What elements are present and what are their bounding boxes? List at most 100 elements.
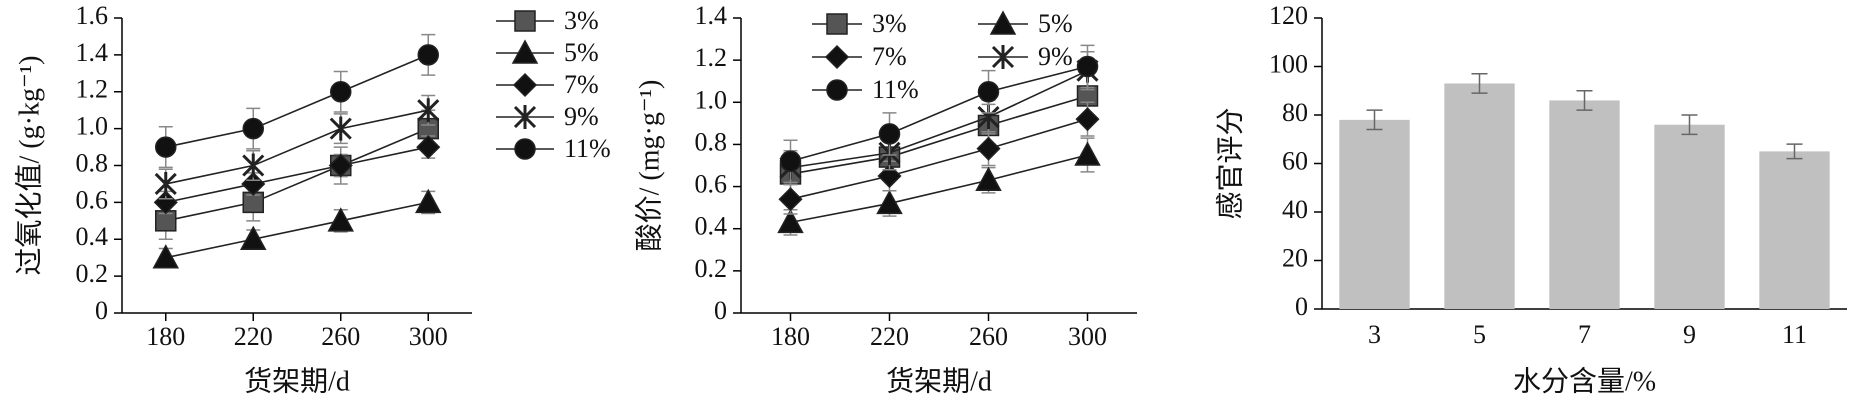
y-tick-label: 0.2 [695,254,728,283]
legend-label: 7% [872,42,907,71]
legend-label: 5% [564,38,599,67]
error-bar [1576,90,1593,111]
y-tick-label: 120 [1269,1,1308,30]
bar [1444,83,1515,309]
legend-label: 11% [564,134,611,163]
data-point [153,190,178,215]
bar [1654,124,1725,309]
y-axis-label: 过氧化值/ (g·kg⁻¹) [13,56,45,276]
legend-marker [826,13,848,35]
y-tick-label: 1.0 [695,85,728,114]
y-tick-label: 0.6 [76,185,109,214]
legend-marker [511,39,539,64]
error-bar [1366,109,1383,131]
data-point [1076,55,1099,78]
y-tick-label: 0.6 [695,170,728,199]
bar [1339,119,1410,309]
x-tick-label: 260 [969,322,1008,351]
error-bar [1681,114,1698,136]
x-axis-label: 货架期/d [244,365,350,397]
x-tick-label: 7 [1578,320,1591,349]
x-tick-label: 300 [409,322,448,351]
data-point [977,81,1000,103]
data-point [242,117,264,140]
data-point [1074,141,1101,166]
data-point [777,208,804,234]
data-point [417,98,440,123]
data-point [1075,107,1100,132]
series-line [165,146,429,204]
legend-label: 9% [564,102,599,131]
y-tick-label: 0 [714,296,727,325]
legend-label: 7% [564,70,599,99]
data-point [417,44,439,66]
y-axis-label: 感官评分 [1214,107,1246,219]
data-point [975,166,1002,191]
series-line [165,54,429,148]
data-point [327,207,355,232]
y-tick-label: 1.6 [76,1,109,30]
y-tick-label: 0.8 [695,127,728,156]
data-point [152,244,180,269]
x-tick-label: 5 [1473,320,1486,349]
x-tick-label: 220 [234,322,273,351]
y-tick-label: 0 [95,296,108,325]
legend-marker [513,105,537,129]
data-point [241,171,266,196]
x-tick-label: 180 [771,322,810,351]
y-tick-label: 1.4 [76,38,109,67]
y-tick-label: 80 [1282,98,1308,127]
series-line [165,109,429,185]
bar [1549,100,1620,309]
y-tick-label: 1.0 [76,112,109,141]
legend-label: 9% [1038,42,1073,71]
legend-marker [824,44,850,70]
legend-marker [514,10,536,32]
data-point [155,136,177,158]
x-axis-label: 货架期/d [886,365,992,397]
x-tick-label: 180 [146,322,185,351]
legend-label: 3% [564,6,599,35]
data-point [154,171,177,196]
x-tick-label: 220 [870,322,909,351]
legend-marker [989,10,1017,35]
y-tick-label: 100 [1269,49,1308,78]
data-point [329,116,352,141]
error-bar [1471,73,1488,94]
x-tick-label: 3 [1368,320,1381,349]
data-point [416,135,441,160]
y-tick-label: 1.2 [695,43,728,72]
y-tick-label: 0.4 [695,212,728,241]
legend-marker [512,72,538,98]
data-point [876,189,903,215]
data-point [778,187,803,212]
data-point [976,136,1001,161]
bar [1759,151,1830,309]
y-tick-label: 0.4 [76,222,109,251]
data-point [239,225,267,250]
data-point [878,123,901,145]
y-tick-label: 1.2 [76,75,109,104]
y-tick-label: 20 [1282,243,1308,272]
y-tick-label: 0.2 [76,259,109,288]
y-tick-label: 1.4 [695,1,728,30]
x-tick-label: 9 [1683,320,1696,349]
series-line [790,65,1088,163]
series-line [790,154,1088,224]
x-tick-label: 300 [1068,322,1107,351]
data-point [330,81,352,103]
series-line [790,69,1088,169]
legend-marker [991,45,1015,69]
legend-marker [826,79,848,101]
series-line [165,127,429,222]
legend-label: 11% [872,75,919,104]
data-point [242,153,265,178]
legend-marker [514,138,536,160]
error-bar [1786,143,1803,160]
x-tick-label: 260 [321,322,360,351]
x-tick-label: 11 [1782,320,1807,349]
legend-label: 5% [1038,9,1073,38]
y-axis-label: 酸价/ (mg·g⁻¹) [633,80,665,252]
y-tick-label: 40 [1282,195,1308,224]
